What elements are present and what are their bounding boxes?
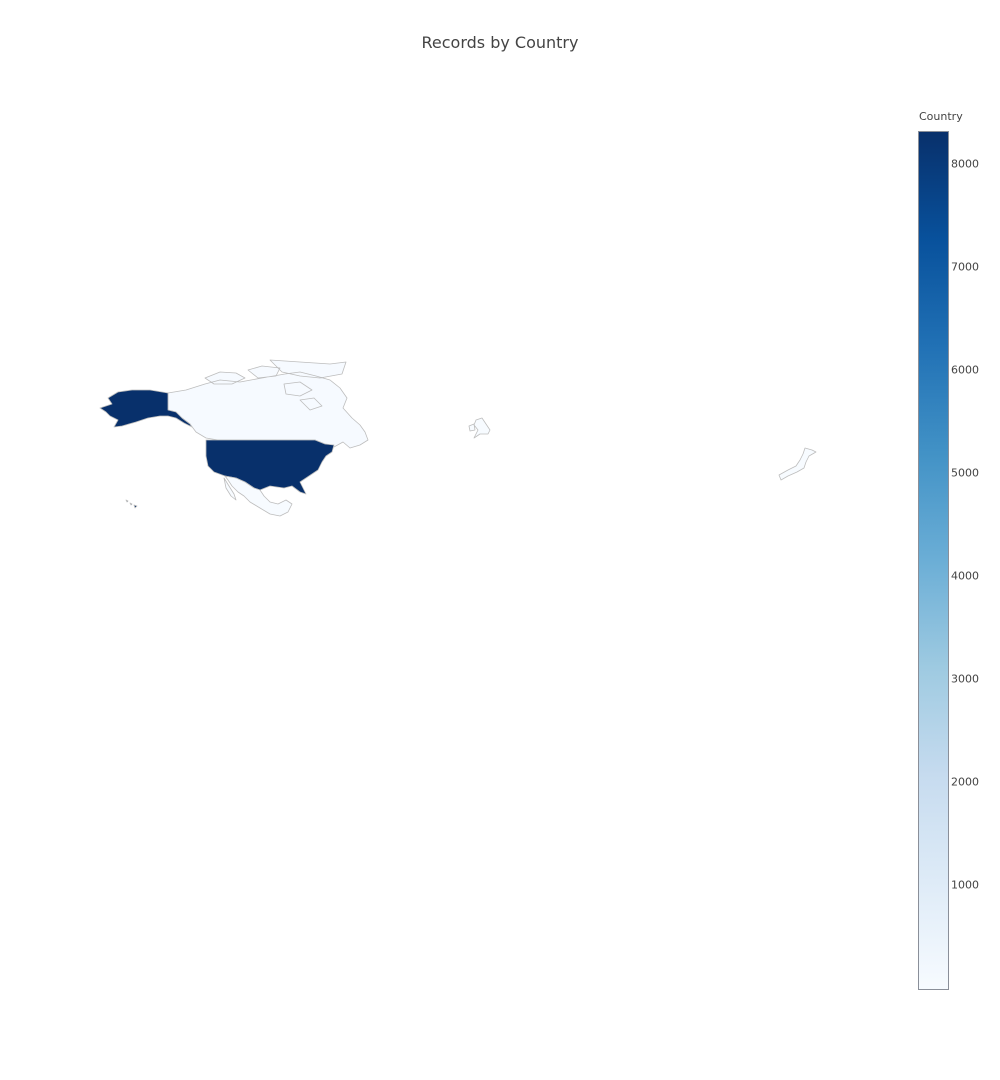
country-japan[interactable] (778, 447, 817, 481)
colorbar-title: Country (919, 110, 963, 123)
colorbar-tick-label: 2000 (951, 775, 979, 789)
country-canada[interactable] (167, 359, 369, 449)
colorbar-tick-label: 6000 (951, 363, 979, 377)
colorbar-tick-label: 5000 (951, 466, 979, 480)
colorbar-tick-label: 4000 (951, 569, 979, 583)
country-uk[interactable] (468, 417, 491, 439)
country-usa-alaska[interactable] (99, 389, 193, 428)
colorbar-tick-label: 8000 (951, 157, 979, 171)
colorbar-tick-label: 1000 (951, 878, 979, 892)
country-mexico[interactable] (223, 475, 293, 517)
chart-title: Records by Country (421, 33, 579, 52)
country-usa-hawaii[interactable] (125, 499, 138, 509)
colorbar-tick-label: 7000 (951, 260, 979, 274)
colorbar (918, 131, 949, 990)
colorbar-tick-label: 3000 (951, 672, 979, 686)
